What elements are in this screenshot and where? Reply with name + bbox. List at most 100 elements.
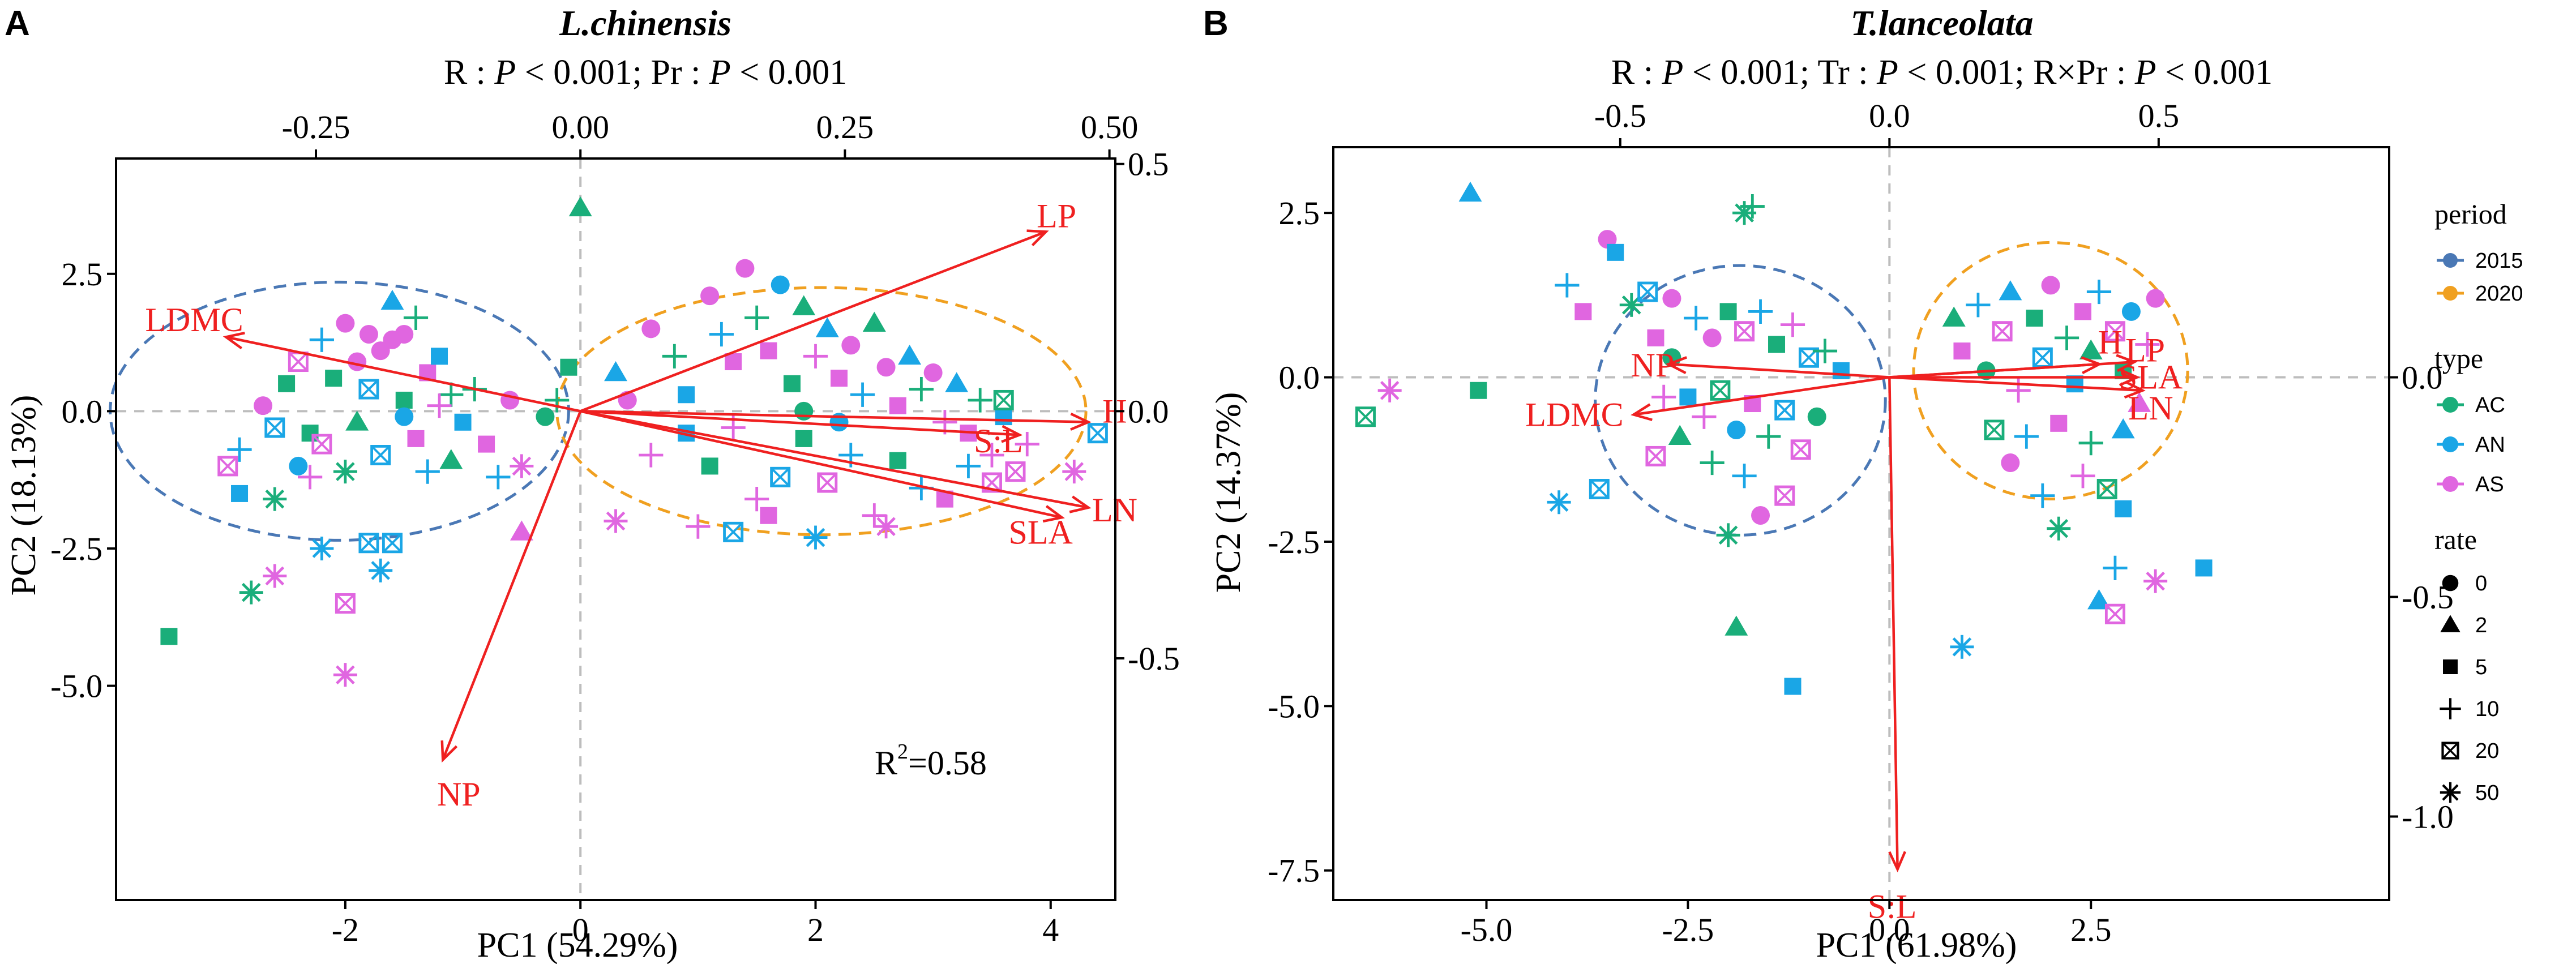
panel-a-point xyxy=(431,348,448,365)
panel-a-point xyxy=(415,459,440,484)
subtitle-part: < 0.001 xyxy=(731,53,847,92)
panel-a-point xyxy=(1087,423,1108,444)
panel-b-point xyxy=(1637,281,1658,302)
panel-a-point xyxy=(993,389,1014,410)
panel-a-point xyxy=(909,376,934,402)
panel-a-point xyxy=(770,466,791,487)
legend-period-label: 2020 xyxy=(2475,282,2523,306)
panel-b-y-tick-label: -2.5 xyxy=(1268,524,1320,560)
panel-a-point xyxy=(345,410,369,431)
panel-b-subtitle: R : P < 0.001; Tr : P < 0.001; R×Pr : P … xyxy=(1611,53,2273,92)
legend-period-label: 2015 xyxy=(2475,249,2523,273)
legend-rate-key xyxy=(2440,615,2461,632)
panel-b-point xyxy=(1768,336,1786,353)
panel-a-point xyxy=(841,336,861,355)
panel-a-loading-label: S:L xyxy=(974,422,1023,460)
panel-a-loading-label: LP xyxy=(1037,197,1076,234)
panel-a-point xyxy=(995,408,1012,426)
panel-b-point xyxy=(1702,328,1722,348)
panel-b-point xyxy=(1458,181,1482,202)
panel-a-point xyxy=(359,325,378,344)
panel-b-point xyxy=(1784,678,1802,695)
panel-b-point xyxy=(2006,378,2031,403)
panel-b-top-tick-label: -0.5 xyxy=(1594,97,1646,134)
panel-b-point xyxy=(1377,378,1402,402)
panel-b-point xyxy=(2026,310,2043,327)
panel-a-point xyxy=(898,344,922,365)
r2-value: =0.58 xyxy=(908,744,987,782)
panel-b-point xyxy=(1619,293,1644,317)
panel-a-point xyxy=(795,430,812,447)
panel-b-point xyxy=(1710,380,1731,401)
panel-b-point xyxy=(2047,516,2071,541)
legend-rate-label: 5 xyxy=(2475,655,2487,679)
panel-a-point xyxy=(358,379,379,400)
panel-a-point xyxy=(310,536,334,560)
panel-b-point xyxy=(1645,445,1666,466)
panel-a-x-tick-label: 2 xyxy=(807,911,824,948)
legend-type-label: AC xyxy=(2475,393,2505,417)
panel-a-point xyxy=(370,445,391,466)
subtitle-part: < 0.001; Pr : xyxy=(516,53,709,92)
panel-a-point xyxy=(889,397,906,414)
panel-b-point xyxy=(1725,615,1748,636)
panel-a-point xyxy=(744,305,769,331)
panel-a-point xyxy=(604,509,628,533)
panel-b-right-tick-label: -1.0 xyxy=(2402,798,2454,835)
panel-b-point xyxy=(2195,559,2213,577)
panel-a-point xyxy=(889,452,906,469)
panel-b-loading-arrow xyxy=(1665,356,1890,379)
panel-b-point xyxy=(1574,303,1592,320)
panel-a-point xyxy=(263,487,287,511)
panel-a-point xyxy=(439,449,463,469)
panel-b-point xyxy=(1679,388,1697,406)
panel-b-point xyxy=(2001,453,2020,473)
panel-b-x-tick-label: 2.5 xyxy=(2070,911,2112,948)
panel-b-point xyxy=(1740,194,1765,219)
subtitle-part: P xyxy=(1661,53,1683,92)
panel-a-point xyxy=(264,417,285,438)
legend-rate-key xyxy=(2440,698,2461,719)
panel-b-x-axis-title: PC1 (61.98%) xyxy=(1816,926,2017,964)
panel-b-point xyxy=(1470,382,1487,399)
panel-a-point xyxy=(298,465,323,490)
panel-a-point xyxy=(956,453,981,479)
panel-a-point xyxy=(568,196,592,217)
panel-b-y-tick-label: -7.5 xyxy=(1268,852,1320,889)
legend-type-key xyxy=(2437,436,2464,452)
panel-b-loading-label: NP xyxy=(1631,346,1675,384)
panel-b-point xyxy=(1999,280,2022,301)
panel-b-point xyxy=(2111,418,2135,439)
panel-b-point xyxy=(2087,589,2111,610)
panel-b-point xyxy=(1756,424,1781,449)
panel-a-point xyxy=(309,327,334,352)
panel-b-point xyxy=(2070,464,2095,489)
panel-a-point xyxy=(686,514,711,539)
panel-a-point xyxy=(862,503,887,528)
panel-a-point xyxy=(289,456,308,475)
panel-a-point xyxy=(254,396,273,415)
panel-b-letter: B xyxy=(1203,4,1229,43)
subtitle-part: P xyxy=(709,53,731,92)
panel-b-point xyxy=(2115,500,2132,517)
panel-b-ellipse-2015 xyxy=(1594,264,1887,537)
panel-b-point xyxy=(1774,485,1795,506)
panel-a-point xyxy=(560,358,577,376)
panel-b-top-tick-label: 0.5 xyxy=(2138,97,2180,134)
panel-a-loading-label: LDMC xyxy=(145,301,243,339)
panel-a-x-tick-label: -2 xyxy=(332,911,359,948)
panel-a-point xyxy=(227,437,252,462)
panel-a-r2-annotation: R2=0.58 xyxy=(875,740,987,782)
panel-a-point xyxy=(395,325,414,344)
panel-a-point xyxy=(325,370,343,387)
panel-b-point xyxy=(2143,569,2168,593)
panel-a-point xyxy=(231,485,249,502)
panel-a-point xyxy=(850,382,875,407)
panel-b-point xyxy=(2104,321,2125,342)
panel-a-y-tick-label: -2.5 xyxy=(50,530,102,567)
panel-a-subtitle: R : P < 0.001; Pr : P < 0.001 xyxy=(444,53,847,92)
panel-a-point xyxy=(403,305,429,331)
